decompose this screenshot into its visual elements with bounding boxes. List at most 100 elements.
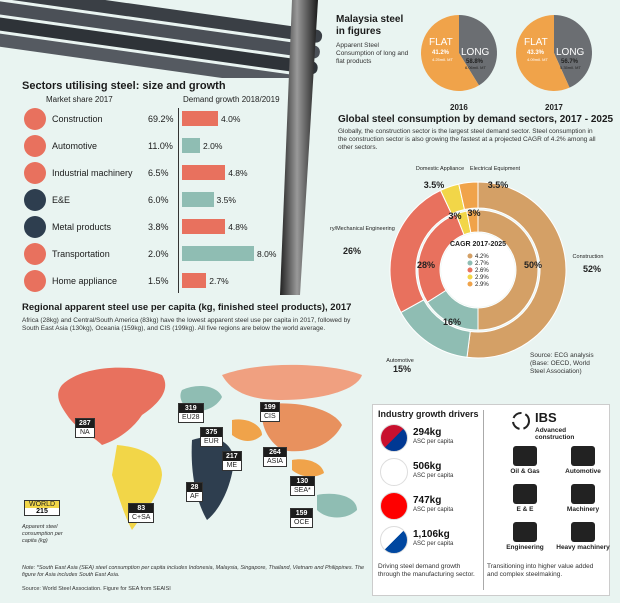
- inner-label: 28%: [417, 260, 435, 270]
- drivers-panel: [372, 404, 610, 596]
- machinery-icon: [571, 484, 595, 504]
- sector-row-0: Construction 69.2%: [24, 108, 174, 132]
- growth-value: 4.8%: [228, 168, 248, 178]
- region-name: C+SA: [132, 514, 151, 521]
- region-box-na: 287 NA: [75, 418, 95, 438]
- region-value: 217: [223, 452, 241, 461]
- region-shape-me: [232, 419, 262, 441]
- sector-row-6: Home appliance 1.5%: [24, 270, 174, 294]
- sector-row-5: Transportation 2.0%: [24, 243, 174, 267]
- cagr-dot: [467, 260, 473, 266]
- growth-bar: [182, 219, 226, 234]
- outer-label-value: 3.5%: [424, 180, 445, 190]
- industry-label: Automotive: [565, 468, 601, 475]
- region-box-eu: 319 EU28: [178, 403, 204, 423]
- industry-label: Heavy machinery: [556, 544, 610, 551]
- global-body: Globally, the construction sector is the…: [338, 128, 596, 152]
- long-mt: 5.35mil. MT: [560, 65, 581, 70]
- region-box-oce: 159 OCE: [290, 508, 314, 528]
- drivers-divider: [483, 410, 484, 590]
- ee-icon: [513, 484, 537, 504]
- world-label: WORLD: [25, 501, 59, 508]
- outer-label-value: 26%: [343, 246, 361, 256]
- flat-slice: [554, 15, 592, 88]
- gear-icon: [24, 162, 46, 184]
- sector-share: 6.5%: [148, 168, 169, 178]
- region-box-csa: 83 C+SA: [128, 503, 155, 523]
- sector-row-4: Metal products 3.8%: [24, 216, 174, 240]
- inner-label: 16%: [443, 317, 461, 327]
- long-label: LONG: [461, 47, 490, 58]
- sector-row-3: E&E 6.0%: [24, 189, 174, 213]
- sector-share: 1.5%: [148, 276, 169, 286]
- sector-name: Industrial machinery: [52, 168, 133, 178]
- long-slice: [421, 15, 479, 91]
- region-value: 28: [187, 483, 202, 492]
- country-kg: 1,106kg: [413, 529, 450, 540]
- region-box-cis: 199 CIS: [260, 402, 280, 422]
- malaysia-flag-icon: [380, 424, 408, 452]
- demand-growth-header: Demand growth 2018/2019: [183, 95, 280, 104]
- region-box-sea: 130 SEA*: [290, 476, 315, 496]
- world-caption: Apparent steel consumption per capita (k…: [22, 524, 63, 544]
- region-value: 159: [291, 509, 313, 518]
- drivers-right-caption: Transitioning into higher value added an…: [487, 563, 594, 579]
- sector-share: 6.0%: [148, 195, 169, 205]
- growth-bar: [182, 138, 200, 153]
- global-donut-chart: CAGR 2017-20254.2%2.7%2.6%2.9%2.9%50%16%…: [330, 166, 603, 374]
- outer-label-name: Automotive: [386, 358, 414, 364]
- inner-label: 50%: [524, 260, 542, 270]
- cagr-dot: [467, 267, 473, 273]
- flat-label: FLAT: [524, 37, 548, 48]
- barrel-icon: [24, 216, 46, 238]
- world-box: WORLD 215: [24, 500, 60, 516]
- car-icon: [24, 135, 46, 157]
- cagr-value: 4.2%: [475, 254, 489, 260]
- industry-label: Machinery: [566, 506, 600, 513]
- region-value: 130: [291, 477, 314, 486]
- sector-name: Metal products: [52, 222, 112, 232]
- long-pct: 58.8%: [466, 59, 484, 65]
- country-kg: 747kg: [413, 495, 442, 506]
- sector-name: Transportation: [52, 249, 110, 259]
- sector-share: 69.2%: [148, 114, 174, 124]
- flat-mt: 4.25mil. MT: [432, 57, 453, 62]
- cagr-dot: [467, 253, 473, 259]
- recycle-icon: [510, 410, 532, 432]
- sector-name: Home appliance: [52, 276, 118, 286]
- regional-body: Africa (28kg) and Central/South America …: [22, 317, 351, 333]
- region-box-asia: 264 ASIA: [263, 447, 287, 467]
- sector-share: 2.0%: [148, 249, 169, 259]
- donut-segment: [466, 209, 479, 234]
- outer-label-name: Domestic Appliance: [416, 166, 464, 172]
- long-mt: 6.06mil. MT: [465, 65, 486, 70]
- crane-icon: [24, 108, 46, 130]
- region-value: 83: [129, 504, 154, 513]
- sector-share: 11.0%: [148, 141, 173, 151]
- region-name: ME: [226, 462, 238, 469]
- region-shape-af: [191, 437, 234, 520]
- oil-gas-icon: [513, 446, 537, 466]
- sector-name: E&E: [52, 195, 71, 205]
- region-name: SEA*: [294, 487, 311, 494]
- world-value: 215: [36, 508, 48, 515]
- growth-bar: [182, 111, 218, 126]
- long-label: LONG: [556, 47, 585, 58]
- growth-value: 8.0%: [257, 249, 277, 259]
- taiwan-flag-icon: [380, 492, 408, 520]
- outer-label-name: Electrical Equipment: [470, 166, 521, 172]
- ibs-title: IBS: [535, 410, 557, 425]
- korea-flag-icon: [380, 526, 408, 554]
- region-value: 319: [179, 404, 203, 413]
- fridge-icon: [24, 270, 46, 292]
- drivers-title: Industry growth drivers: [378, 409, 479, 419]
- growth-bar: [182, 246, 254, 261]
- long-pct: 56.7%: [561, 59, 579, 65]
- automotive-icon: [571, 446, 595, 466]
- donut-segment: [458, 181, 479, 211]
- drivers-left-caption: Driving steel demand growth through the …: [378, 563, 475, 579]
- country-kg: 506kg: [413, 461, 442, 472]
- outer-label-value: 52%: [583, 264, 601, 274]
- region-name: EU28: [182, 414, 200, 421]
